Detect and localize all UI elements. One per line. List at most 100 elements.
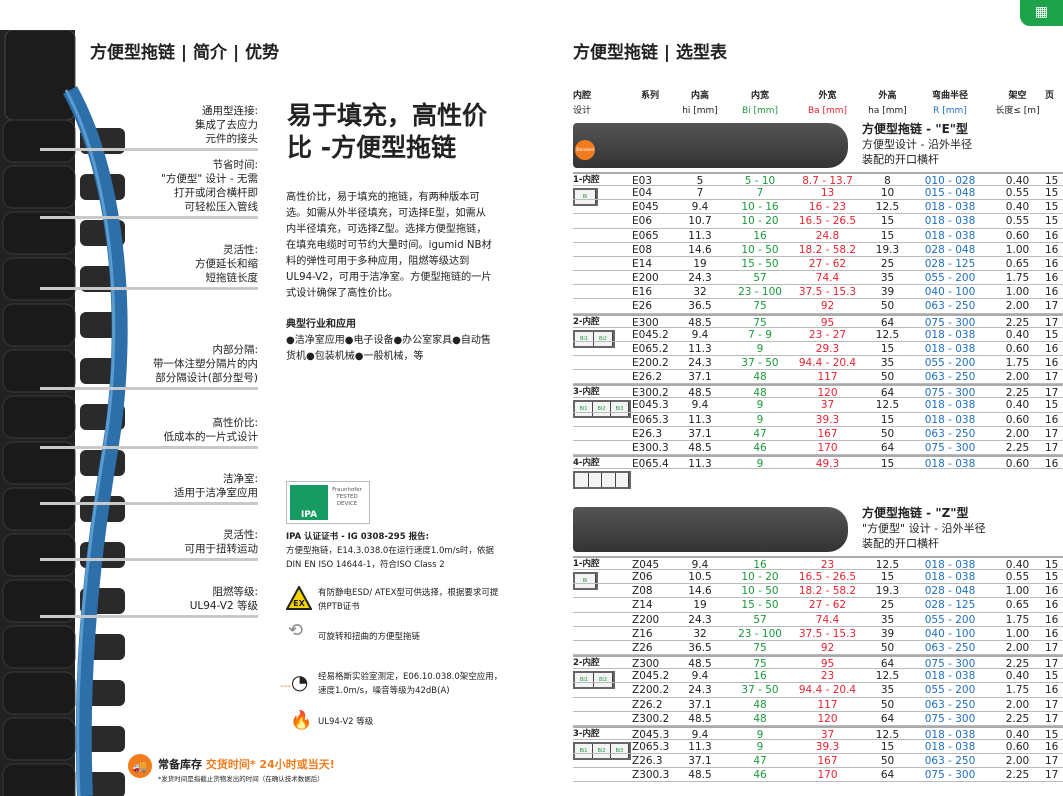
ipa-certificate-title: IPA 认证证书 - IG 0308-295 报告: <box>286 532 429 542</box>
chain-link <box>2 533 76 577</box>
chain-link <box>2 625 76 669</box>
feature-twist: 可旋转和扭曲的方便型拖链 <box>318 632 421 642</box>
feature-callout: 阻燃等级: UL94-V2 等级 <box>189 586 258 612</box>
table-row: Z26.3 37.1 47 167 50 063 - 250 2.00 17 <box>573 754 1063 769</box>
callout-line <box>40 148 258 151</box>
feature-flame: UL94-V2 等级 <box>318 717 374 727</box>
callout-line <box>40 446 258 449</box>
table-row: E26.3 37.1 47 167 50 063 - 250 2.00 17 <box>573 427 1063 441</box>
table-row: E200.2 24.3 37 - 50 94.4 - 20.4 35 055 - 200 1… <box>573 356 1063 371</box>
table-row: Z26 36.5 75 92 50 063 - 250 2.00 17 <box>573 641 1063 656</box>
cavity-diagram: Bi <box>573 572 598 590</box>
column-header: 外高 ha [mm] <box>868 91 907 116</box>
cavity-diagram <box>573 471 631 489</box>
chain-link <box>2 257 76 301</box>
feature-callout: 通用型连接: 集成了去应力 元件的接头 <box>195 105 258 145</box>
table-row: Z26.2 37.1 48 117 50 063 - 250 2.00 17 <box>573 698 1063 712</box>
column-header: 内腔 设计 <box>573 91 592 116</box>
applications-title: 典型行业和应用 <box>286 319 356 330</box>
table-row: Z08 14.6 10 - 50 18.2 - 58.2 19.3 028 - 048 1.… <box>573 584 1063 599</box>
section-title: 方便型拖链 - "E"型 <box>862 122 969 136</box>
chain-link <box>2 717 76 761</box>
column-header: 架空 长度≤ [m] <box>995 91 1040 116</box>
chain-link <box>2 763 76 796</box>
table-row: E04 7 7 13 10 015 - 048 0.55 15 <box>573 186 1063 201</box>
chain-link <box>2 211 76 255</box>
headline: 易于填充，高性价比 -方便型拖链 <box>287 101 488 162</box>
cavity-group-label: 2-内腔 <box>573 658 600 669</box>
table-row: E06 10.7 10 - 20 16.5 - 26.5 15 018 - 038 0.55… <box>573 214 1063 229</box>
flame-icon: 🔥 <box>290 710 313 731</box>
cavity-group-label: 3-内腔 <box>573 387 600 398</box>
chain-product-image <box>573 507 848 552</box>
table-row: E300 48.5 75 95 64 075 - 300 2.25 17 <box>573 313 1063 329</box>
column-header: 内宽 Bi [mm] <box>741 91 779 116</box>
feature-callout: 洁净室: 适用于洁净室应用 <box>174 473 258 499</box>
table-row: E300.3 48.5 46 170 64 075 - 300 2.25 17 <box>573 441 1063 456</box>
table-row: E26.2 37.1 48 117 50 063 - 250 2.00 17 <box>573 370 1063 385</box>
feature-esd: 有防静电ESD/ ATEX型可供选择，根据要求可提供PTB证书 <box>318 588 499 612</box>
table-row: E14 19 15 - 50 27 - 62 25 028 - 125 0.65 16 <box>573 257 1063 272</box>
table-row: E08 14.6 10 - 50 18.2 - 58.2 19.3 028 - 048 1.… <box>573 243 1063 257</box>
table-row: E26 36.5 75 92 50 063 - 250 2.00 17 <box>573 299 1063 314</box>
section-subtitle: 装配的开口横杆 <box>862 153 939 166</box>
twist-icon: ⟲ <box>288 620 304 641</box>
grid-menu-icon[interactable]: ▦ <box>1020 0 1063 26</box>
table-row: E03 5 5 - 10 8.7 - 13.7 8 010 - 028 0.40 15 <box>573 172 1063 187</box>
section-subtitle: 方便型设计 - 沿外半径 <box>862 138 972 151</box>
ex-warning-icon: EX <box>285 584 313 614</box>
table-row: E065 11.3 16 24.8 15 018 - 038 0.60 16 <box>573 229 1063 243</box>
stock-label: 常备库存 <box>158 758 202 771</box>
table-row: Z065.3 11.3 9 39.3 15 018 - 038 0.60 16 <box>573 740 1063 755</box>
section-title: 方便型拖链 - "Z"型 <box>862 506 969 520</box>
column-header: 内高 hi [mm] <box>682 91 718 116</box>
left-page-title: 方便型拖链 | 简介 | 优势 <box>90 43 280 63</box>
table-row: E065.2 11.3 9 29.3 15 018 - 038 0.60 16 <box>573 342 1063 356</box>
callout-line <box>40 558 258 561</box>
chain-link <box>2 349 76 393</box>
callout-line <box>40 615 258 618</box>
intro-text: 高性价比，易于填充的拖链，有两种版本可选。如需从外半径填充，可选择E型，如需从内… <box>286 192 492 299</box>
table-row: Z16 32 23 - 100 37.5 - 15.3 39 040 - 100 1.00 1… <box>573 627 1063 641</box>
section-subtitle: "方便型" 设计 - 沿外半径 <box>862 522 986 535</box>
delivery-time: 交货时间* 24小时或当天! <box>205 758 335 771</box>
chain-link <box>2 395 76 439</box>
callout-line <box>40 287 258 290</box>
table-row: Z200.2 24.3 37 - 50 94.4 - 20.4 35 055 - 200 1… <box>573 683 1063 698</box>
table-row: Z200 24.3 57 74.4 35 055 - 200 1.75 16 <box>573 613 1063 627</box>
cavity-diagram: Bi1 Bi2 <box>573 671 615 690</box>
table-row: E16 32 23 - 100 37.5 - 15.3 39 040 - 100 1.00 1… <box>573 285 1063 300</box>
cavity-diagram: Bi1 Bi2 <box>573 329 615 348</box>
cavity-group-label: 4-内腔 <box>573 458 600 468</box>
callout-line <box>40 387 258 390</box>
feature-callout: 灵活性: 可用于扭转运动 <box>184 529 259 555</box>
table-row: E065.3 11.3 9 39.3 15 018 - 038 0.60 16 <box>573 413 1063 427</box>
cavity-group-label: 3-内腔 <box>573 728 600 739</box>
feature-callout: 高性价比: 低成本的一片式设计 <box>163 417 259 443</box>
column-header: 系列 <box>640 91 659 101</box>
callout-line <box>40 502 258 505</box>
chain-link <box>2 119 76 163</box>
table-row: Z300.2 48.5 48 120 64 075 - 300 2.25 17 <box>573 712 1063 726</box>
table-row: Z300 48.5 75 95 64 075 - 300 2.25 17 <box>573 655 1063 670</box>
chain-link <box>2 303 76 347</box>
cavity-diagram: Bi1 Bi2 Bi3 <box>573 741 631 760</box>
right-page-title: 方便型拖链 | 选型表 <box>573 43 728 63</box>
table-row: Z300.3 48.5 46 170 64 075 - 300 2.25 17 <box>573 768 1063 783</box>
chain-link <box>2 487 76 531</box>
cavity-group-label: 1-内腔 <box>573 175 600 185</box>
cavity-group-label: 2-内腔 <box>573 316 600 327</box>
table-row: E065.4 11.3 9 49.3 15 018 - 038 0.60 16 <box>573 455 1063 470</box>
ipa-certificate-text: 方便型拖链，E14.3.038.0在运行速度1.0m/s时，依据DIN EN I… <box>286 546 494 570</box>
feature-noise: 经易格斯实验室测定，E06.10.038.0架空应用，速度1.0m/s，噪音等级… <box>318 672 503 696</box>
cavity-diagram: Bi <box>573 188 598 206</box>
fraunhofer-ipa-logo: IPA Fraunhofer TESTED DEVICE <box>286 481 370 524</box>
svg-text:EX: EX <box>293 599 305 608</box>
table-row: E045.3 9.4 9 37 12.5 018 - 038 0.40 15 <box>573 398 1063 413</box>
table-row: E045.2 9.4 7 - 9 23 - 27 12.5 018 - 038 0.40 15 <box>573 328 1063 342</box>
feature-callout: 内部分隔: 带一体注塑分隔片的内 部分隔设计(部分型号) <box>153 344 258 384</box>
chain-link <box>2 165 76 209</box>
cavity-group-label: 1-内腔 <box>573 559 600 569</box>
chain-link <box>2 579 76 623</box>
table-row: Z14 19 15 - 50 27 - 62 25 028 - 125 0.65 16 <box>573 598 1063 613</box>
